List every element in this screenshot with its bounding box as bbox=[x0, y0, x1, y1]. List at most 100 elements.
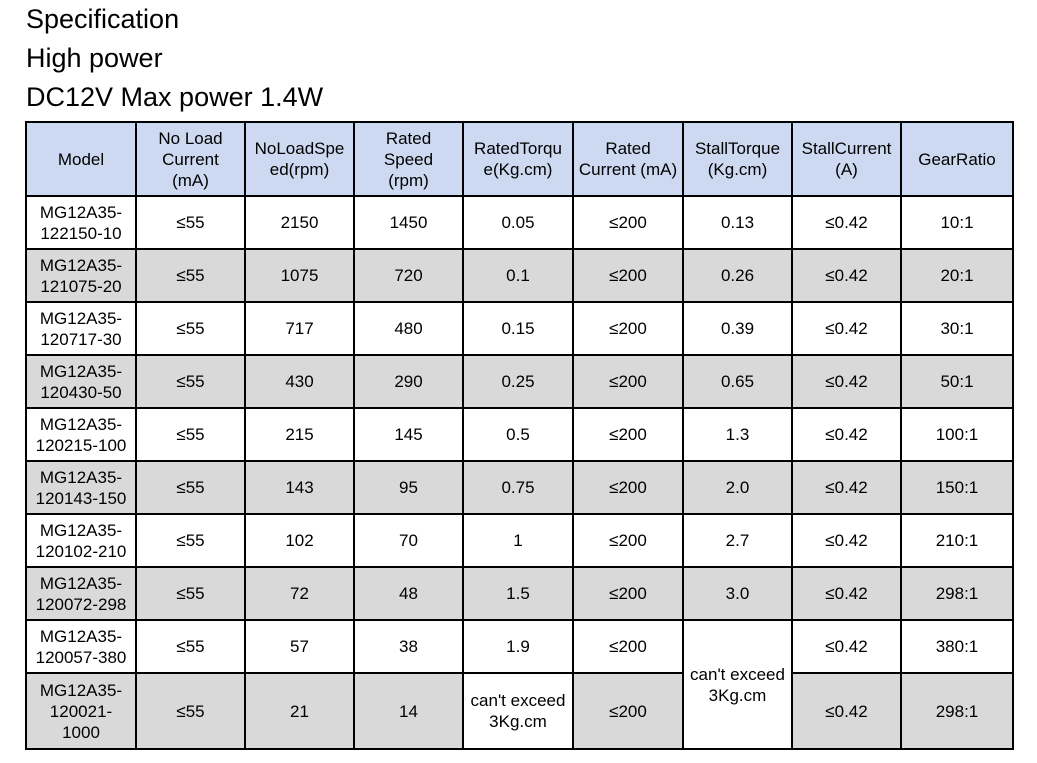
cell-rated-torque: 0.75 bbox=[462, 460, 574, 515]
cell-text: ≤55 bbox=[176, 372, 205, 391]
cell-gear-ratio: 20:1 bbox=[900, 248, 1014, 303]
cell-text: ≤0.42 bbox=[825, 425, 868, 444]
cell-rated-torque: 1 bbox=[462, 513, 574, 568]
cell-text: MG12A35- bbox=[39, 680, 123, 700]
cell-text: 120102-210 bbox=[35, 541, 127, 561]
cell-no-load-current: ≤55 bbox=[135, 513, 246, 568]
header-model: Model bbox=[25, 121, 137, 197]
header-stall-current: StallCurrent (A) bbox=[791, 121, 902, 197]
cell-rated-torque: 0.25 bbox=[462, 354, 574, 409]
cell-text: 145 bbox=[394, 425, 423, 444]
cell-text: 121075-20 bbox=[40, 276, 122, 296]
cell-no-load-speed: 21 bbox=[244, 672, 355, 750]
table-row: MG12A35- 122150-10 ≤55 2150 1450 0.05 ≤200 0.13… bbox=[25, 195, 1014, 250]
cell-text: 3Kg.cm bbox=[708, 685, 767, 705]
cell-model: MG12A35- 122150-10 bbox=[25, 195, 137, 250]
cell-text: 1.3 bbox=[725, 425, 750, 444]
table-row: MG12A35- 120430-50 ≤55 430 290 0.25 ≤200 0.65 ≤0… bbox=[25, 354, 1014, 409]
cell-text: ≤200 bbox=[609, 531, 647, 550]
cell-no-load-current: ≤55 bbox=[135, 407, 246, 462]
cell-text: Model bbox=[57, 149, 105, 169]
cell-text: 150:1 bbox=[935, 478, 979, 497]
cell-text: 14 bbox=[399, 701, 418, 721]
cell-text: (mA) bbox=[172, 170, 209, 190]
cell-text: Current bbox=[162, 149, 219, 169]
cell-text: 120072-298 bbox=[35, 594, 127, 614]
cell-text: MG12A35- bbox=[39, 414, 123, 434]
cell-text: 380:1 bbox=[935, 637, 979, 656]
cell-text: MG12A35- bbox=[39, 308, 123, 328]
cell-text: 1075 bbox=[280, 266, 319, 285]
cell-no-load-current: ≤55 bbox=[135, 672, 246, 750]
cell-text: 122150-10 bbox=[40, 223, 122, 243]
cell-text: ≤55 bbox=[176, 531, 205, 550]
cell-model: MG12A35- 121075-20 bbox=[25, 248, 137, 303]
cell-text: NoLoadSpe bbox=[254, 139, 345, 158]
cell-text: (rpm) bbox=[388, 170, 429, 190]
cell-text: ≤0.42 bbox=[825, 584, 868, 603]
title-power-rating: DC12V Max power 1.4W bbox=[26, 82, 324, 112]
cell-no-load-speed: 215 bbox=[244, 407, 355, 462]
cell-rated-torque: 0.5 bbox=[462, 407, 574, 462]
cell-no-load-speed: 2150 bbox=[244, 195, 355, 250]
cell-rated-speed: 720 bbox=[353, 248, 464, 303]
cell-rated-current: ≤200 bbox=[572, 566, 684, 621]
cell-rated-current: ≤200 bbox=[572, 460, 684, 515]
cell-text: 720 bbox=[394, 266, 423, 285]
cell-gear-ratio: 30:1 bbox=[900, 301, 1014, 356]
cell-text: (Kg.cm) bbox=[707, 160, 768, 179]
cell-no-load-current: ≤55 bbox=[135, 354, 246, 409]
cell-model: MG12A35- 120102-210 bbox=[25, 513, 137, 568]
cell-text: ≤0.42 bbox=[825, 637, 868, 656]
cell-text: 95 bbox=[399, 478, 418, 497]
cell-model: MG12A35- 120143-150 bbox=[25, 460, 137, 515]
cell-no-load-current: ≤55 bbox=[135, 301, 246, 356]
cell-stall-current: ≤0.42 bbox=[791, 566, 902, 621]
cell-text: ≤0.42 bbox=[825, 319, 868, 338]
cell-text: 70 bbox=[399, 531, 418, 550]
cell-text: ≤55 bbox=[176, 425, 205, 444]
cell-stall-current: ≤0.42 bbox=[791, 460, 902, 515]
cell-stall-current: ≤0.42 bbox=[791, 513, 902, 568]
cell-text: 1 bbox=[513, 531, 523, 550]
header-stall-torque: StallTorque (Kg.cm) bbox=[682, 121, 793, 197]
cell-text: 21 bbox=[290, 701, 309, 721]
cell-text: ≤55 bbox=[176, 584, 205, 603]
cell-text: ≤200 bbox=[609, 425, 647, 444]
cell-rated-speed: 70 bbox=[353, 513, 464, 568]
cell-text: 3Kg.cm bbox=[489, 712, 547, 731]
header-rated-current: Rated Current (mA) bbox=[572, 121, 684, 197]
cell-no-load-current: ≤55 bbox=[135, 460, 246, 515]
cell-rated-current: ≤200 bbox=[572, 513, 684, 568]
cell-text: StallTorque bbox=[694, 139, 781, 158]
cell-text: 298:1 bbox=[935, 584, 979, 603]
title-specification: Specification bbox=[26, 4, 180, 34]
title-block: Specification High power DC12V Max power… bbox=[26, 0, 323, 117]
cell-text: ≤0.42 bbox=[825, 266, 868, 285]
header-rated-torque: RatedTorqu e(Kg.cm) bbox=[462, 121, 574, 197]
cell-text: 120057-380 bbox=[35, 647, 127, 667]
cell-text: 2150 bbox=[280, 213, 319, 232]
cell-text: 0.39 bbox=[720, 319, 755, 338]
cell-gear-ratio: 298:1 bbox=[900, 566, 1014, 621]
cell-text: ≤0.42 bbox=[825, 213, 868, 232]
cell-text: ≤0.42 bbox=[825, 701, 868, 721]
cell-model: MG12A35- 120717-30 bbox=[25, 301, 137, 356]
cell-text: ≤200 bbox=[609, 372, 647, 391]
cell-stall-torque: 0.65 bbox=[682, 354, 793, 409]
table-row: MG12A35- 120057-380 ≤55 57 38 1.9 ≤200 can't ex… bbox=[25, 619, 1014, 750]
cell-text: 210:1 bbox=[935, 531, 979, 550]
cell-text: 2.0 bbox=[725, 478, 750, 497]
table-row: MG12A35- 120717-30 ≤55 717 480 0.15 ≤200 0.39 ≤0… bbox=[25, 301, 1014, 356]
cell-gear-ratio: 210:1 bbox=[900, 513, 1014, 568]
cell-text: ed(rpm) bbox=[269, 160, 330, 179]
cell-gear-ratio: 10:1 bbox=[900, 195, 1014, 250]
cell-stall-torque: can't exceed 3Kg.cm bbox=[682, 619, 793, 750]
cell-rated-speed: 290 bbox=[353, 354, 464, 409]
cell-gear-ratio: 298:1 bbox=[900, 672, 1014, 750]
cell-text: MG12A35- bbox=[39, 573, 123, 593]
cell-no-load-current: ≤55 bbox=[135, 195, 246, 250]
cell-model: MG12A35- 120057-380 bbox=[25, 619, 137, 674]
cell-text: ≤55 bbox=[176, 637, 205, 656]
cell-rated-current: ≤200 bbox=[572, 619, 684, 674]
